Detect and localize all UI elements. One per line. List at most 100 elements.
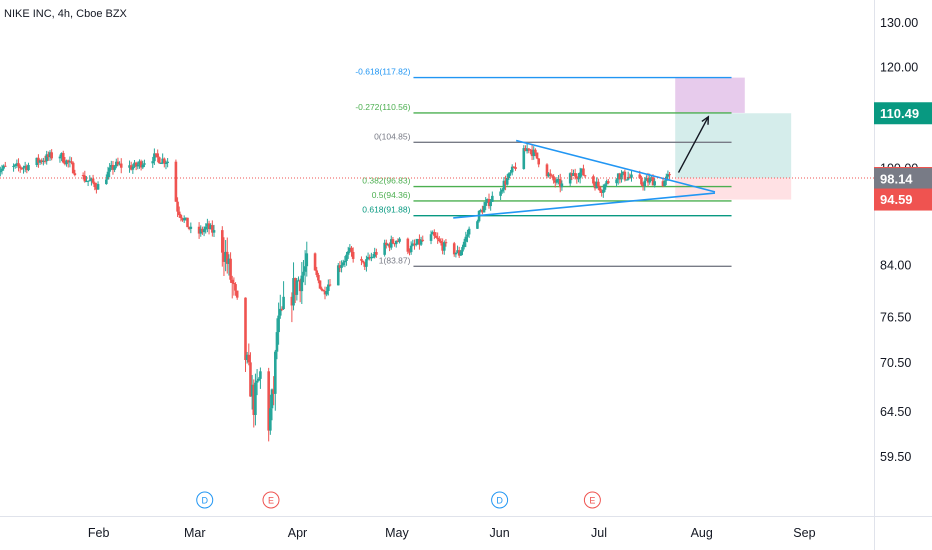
candle-body [668,174,671,176]
stop-zone[interactable] [675,178,792,200]
candle-body [141,164,145,168]
candle-body [254,382,257,415]
candle-body [368,256,372,259]
candle-body [270,389,274,409]
candle-body [176,201,179,212]
triangle-trendline[interactable] [515,139,716,193]
candle-body [3,165,7,167]
candle-body [370,256,373,259]
candle-body [45,154,48,162]
dividend-marker[interactable] [491,491,509,509]
candle-body [606,181,610,184]
price-label-text: 94.59 [880,192,913,207]
candle-body [476,221,479,229]
price-axis-tick-label: 70.50 [880,356,911,370]
candle-body [373,252,377,257]
candle-body [530,149,534,157]
projection-arrow[interactable] [677,116,709,173]
time-axis[interactable]: Feb Mar Apr May Jun Jul Aug Sep [88,526,816,540]
price-axis-tick-label: 64.50 [880,405,911,419]
candle-body [626,176,630,180]
candle-body [327,284,330,291]
candle-body [90,178,93,181]
candle-body [592,176,595,184]
candle-body [27,165,30,171]
earnings-marker[interactable] [583,491,601,509]
fib-level-label: -0.618(117.82) [355,67,410,77]
candle-body [651,177,655,186]
candle-body [557,179,560,181]
fibonacci-retracement[interactable]: -0.618(117.82) -0.272(110.56) 0(104.85) 0.3… [355,67,732,268]
candle-body [164,163,168,165]
candle-body [436,237,439,240]
price-label-text: 110.49 [880,106,919,121]
candle-body [406,238,410,252]
candle-body [187,227,191,229]
candle-body [116,161,120,165]
candle-body [161,158,164,164]
candle-body [580,168,584,173]
candle-body [572,173,575,176]
candle-body [442,242,446,251]
candle-body [225,251,229,264]
triangle-trendline[interactable] [453,192,716,219]
candle-body [385,242,388,246]
candle-body [456,250,459,253]
candle-body [186,217,189,228]
candle-body [323,291,327,295]
candle-body [555,179,559,183]
candle-body [336,265,340,286]
extension-zone[interactable] [675,77,745,113]
price-label-badge [874,188,932,211]
candle-body [177,211,181,216]
candle-body [95,187,98,190]
candle-body [620,173,623,180]
drawing-tools[interactable] [0,115,874,219]
price-axis-tick-label: 120.00 [880,60,918,74]
candle-body [553,180,557,183]
candle-body [93,182,97,188]
candle-body [81,175,85,177]
candle-body [558,179,562,188]
dividend-marker[interactable] [196,491,214,509]
candle-body [207,223,211,230]
candle-body [91,178,95,183]
candle-body [105,179,108,185]
candle-body [438,239,441,242]
candle-body [300,275,304,292]
candle-body [259,371,262,379]
candle-body [583,175,587,177]
candle-body [433,232,436,236]
candle-body [156,153,159,158]
candle-body [220,230,224,253]
candle-body [345,254,348,261]
earnings-marker[interactable] [262,491,280,509]
candle-body [512,166,516,168]
candle-body [158,157,161,164]
candle-body [618,173,622,180]
candle-body [535,152,539,159]
candle-body [522,148,526,169]
candle-body [625,179,628,181]
candle-body [118,163,121,165]
candle-body [467,228,471,235]
candle-body [383,242,386,255]
candle-body [18,166,22,169]
target-zone[interactable] [675,113,792,179]
candle-body [545,164,549,177]
candle-body [429,234,433,241]
time-axis-tick-label: May [385,526,409,540]
candle-body [325,290,328,295]
fib-level-label: -0.272(110.56) [355,102,410,112]
projection-arrow-head[interactable] [701,115,710,125]
candle-body [305,253,309,267]
candle-body [138,161,141,165]
candle-body [507,173,511,179]
candle-body [582,168,585,176]
candle-body [663,180,666,187]
candle-body [151,161,155,164]
candle-body [439,241,443,244]
candle-body [292,278,295,306]
